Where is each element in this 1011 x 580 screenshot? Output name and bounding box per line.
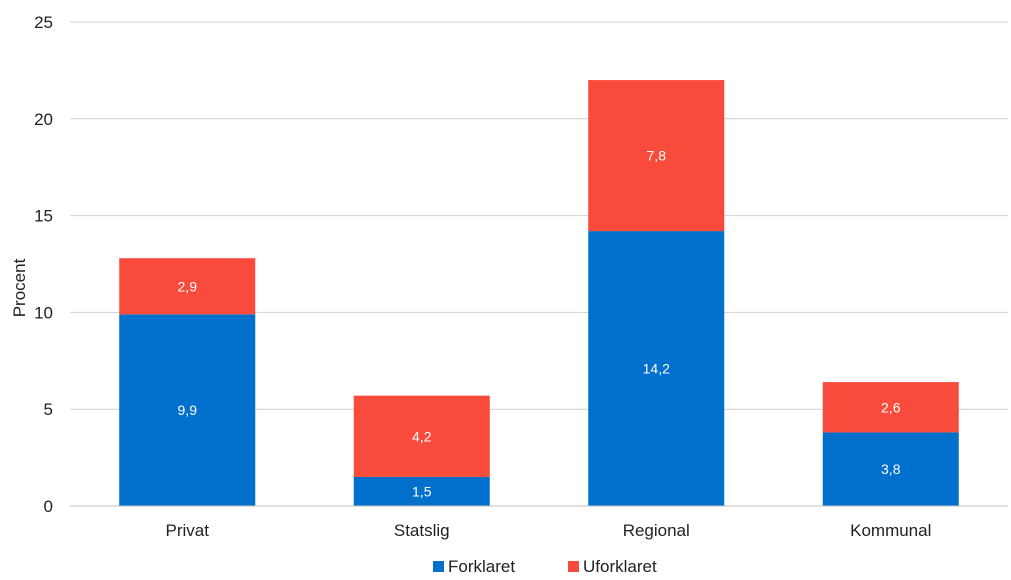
legend: Forklaret Uforklaret <box>433 557 657 576</box>
bar-uforklaret-regional <box>588 80 725 232</box>
legend-label: Forklaret <box>448 557 515 576</box>
y-tick-label: 20 <box>34 110 53 129</box>
data-label: 14,2 <box>643 361 670 377</box>
bar-uforklaret-statslig <box>353 395 490 477</box>
data-label: 4,2 <box>412 428 432 444</box>
y-axis-title: Procent <box>10 258 29 317</box>
y-tick-label: 10 <box>34 303 53 322</box>
data-label: 1,5 <box>412 483 432 499</box>
x-category-label: Privat <box>166 521 210 540</box>
x-category-label: Regional <box>623 521 690 540</box>
bar-forklaret-statslig <box>353 476 490 506</box>
data-label: 7,8 <box>647 148 667 164</box>
bar-forklaret-regional <box>588 231 725 506</box>
y-tick-label: 5 <box>44 400 53 419</box>
data-labels: 9,9 2,9 1,5 4,2 14,2 7,8 3,8 2,6 <box>178 148 901 500</box>
x-category-label: Kommunal <box>850 521 931 540</box>
bar-uforklaret-privat <box>119 258 256 315</box>
data-label: 2,6 <box>881 399 901 415</box>
legend-swatch-uforklaret <box>568 561 579 572</box>
x-category-label: Statslig <box>394 521 450 540</box>
bar-uforklaret-kommunal <box>822 382 959 433</box>
bars <box>119 80 959 506</box>
axes: 0 5 10 15 20 25 Privat Statslig Regional Kommunal <box>34 13 1008 540</box>
bar-forklaret-privat <box>119 314 256 506</box>
legend-label: Uforklaret <box>583 557 657 576</box>
legend-swatch-forklaret <box>433 561 444 572</box>
data-label: 2,9 <box>178 278 198 294</box>
data-label: 3,8 <box>881 461 901 477</box>
bar-forklaret-kommunal <box>822 432 959 506</box>
y-tick-label: 15 <box>34 207 53 226</box>
y-tick-label: 25 <box>34 13 53 32</box>
data-label: 9,9 <box>178 402 198 418</box>
y-tick-label: 0 <box>44 497 53 516</box>
